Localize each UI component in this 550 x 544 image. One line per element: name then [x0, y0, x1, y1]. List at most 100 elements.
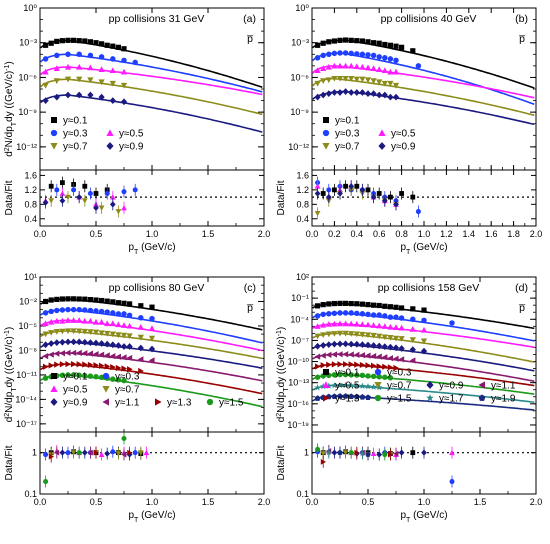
data-point [87, 39, 93, 45]
data-point [365, 394, 371, 400]
legend-marker [478, 394, 486, 401]
legend-label: y≈0.5 [63, 385, 88, 396]
ratio-point [314, 210, 321, 217]
x-tick-label: 0.2 [328, 229, 341, 239]
data-point [65, 296, 71, 302]
data-point [126, 343, 133, 350]
data-point [115, 353, 121, 360]
data-point [359, 63, 366, 70]
ratio-point [354, 183, 360, 189]
data-point [48, 318, 55, 325]
data-point [104, 320, 111, 327]
data-point [315, 363, 321, 370]
data-point [137, 324, 144, 330]
x-tick-label: 2.0 [530, 497, 543, 507]
data-point [343, 37, 349, 43]
y-tick-label: 10⁻¹⁶ [288, 399, 310, 409]
data-point [381, 80, 388, 87]
ratio-point [342, 450, 349, 456]
data-point [359, 372, 366, 379]
ratio-y-tick-label: 0.1 [296, 489, 309, 499]
data-point [314, 67, 321, 74]
legend-label: y≈0.9 [63, 398, 88, 409]
ratio-y-axis-label: Data/Fit [4, 180, 15, 215]
ratio-point [65, 194, 71, 200]
data-point [98, 66, 105, 72]
data-point [336, 89, 344, 96]
data-point [392, 355, 399, 362]
y-tick-label: 10⁻⁸ [18, 345, 37, 355]
data-point [365, 302, 371, 308]
data-point [387, 375, 394, 381]
data-point [98, 93, 105, 101]
data-point [409, 357, 416, 364]
legend-marker [322, 143, 330, 150]
data-point [48, 308, 54, 315]
data-point [364, 332, 372, 339]
data-point [148, 345, 156, 353]
data-point [76, 317, 83, 323]
y-tick-label: 10⁻¹ [291, 293, 309, 303]
data-point [336, 320, 344, 327]
data-point [109, 341, 116, 349]
data-point [398, 315, 405, 321]
particle-label: p̅ [518, 302, 526, 314]
panel-tag: (a) [243, 13, 256, 25]
data-point [148, 325, 156, 332]
data-point [409, 346, 416, 353]
data-point [415, 63, 422, 69]
legend-label: y≈0.7 [115, 385, 140, 396]
data-point [137, 356, 144, 363]
data-point [348, 331, 355, 337]
data-point [87, 339, 94, 347]
data-point [331, 361, 338, 368]
data-point [59, 307, 66, 313]
data-point [382, 303, 388, 309]
ratio-y-tick-label: 0.4 [24, 214, 37, 224]
y-tick-label: 10⁻⁶ [19, 72, 38, 82]
data-point [53, 350, 60, 357]
data-point [348, 89, 355, 96]
ratio-point [127, 449, 133, 456]
legend-marker [478, 381, 485, 389]
ratio-y-tick-label: 1.6 [296, 170, 309, 180]
ratio-point [337, 449, 343, 455]
fit-curve-4 [40, 94, 263, 133]
data-point [127, 301, 133, 307]
ratio-point [359, 186, 366, 193]
data-point [325, 77, 332, 84]
ratio-point [381, 197, 388, 204]
legend-marker [102, 398, 109, 406]
data-point [314, 93, 321, 101]
data-point [149, 304, 155, 310]
ratio-point [87, 190, 93, 197]
data-point [138, 303, 144, 309]
data-point [410, 316, 416, 323]
data-point [320, 352, 326, 359]
x-axis-label: pT (GeV/c) [128, 510, 175, 524]
data-point [364, 77, 372, 84]
ratio-point [315, 446, 321, 452]
data-point [343, 361, 349, 368]
legend-marker [51, 117, 57, 123]
data-point [87, 350, 93, 357]
legend-marker [378, 129, 386, 136]
ratio-point [59, 197, 66, 204]
data-point [314, 333, 321, 340]
data-point [336, 340, 344, 348]
data-point [421, 317, 427, 324]
data-point [320, 332, 327, 339]
data-point [109, 331, 116, 338]
x-tick-label: 1.8 [507, 229, 520, 239]
data-point [98, 340, 105, 347]
legend-label: y≈1.5 [387, 394, 412, 405]
data-point [110, 299, 116, 305]
ratio-point [320, 191, 326, 196]
data-point [65, 360, 72, 368]
data-point [337, 361, 344, 368]
data-point [376, 91, 383, 99]
data-point [64, 76, 72, 83]
ratio-y-tick-label: 0.4 [296, 214, 309, 224]
data-point [420, 338, 428, 345]
data-point [382, 55, 388, 61]
